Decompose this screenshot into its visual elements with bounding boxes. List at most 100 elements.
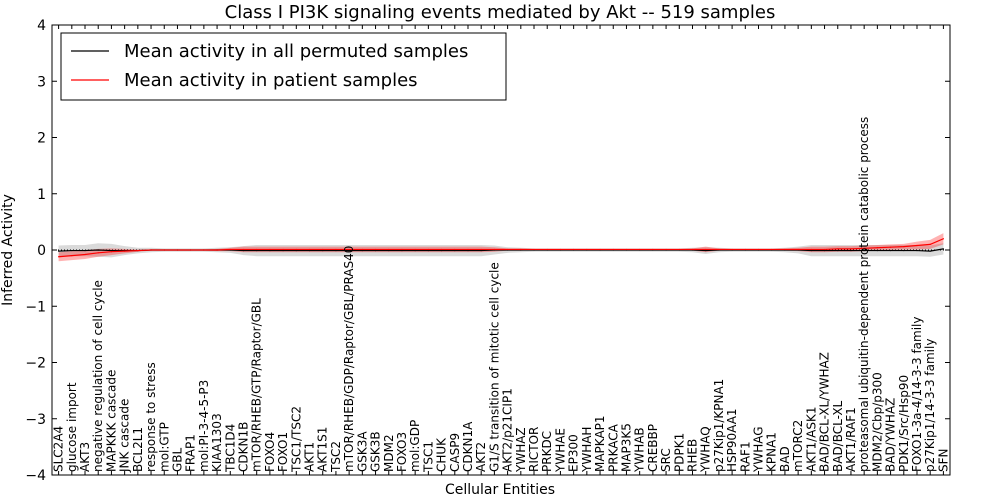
x-category-label: SFN [936, 449, 950, 473]
data-point [71, 255, 73, 257]
data-point [612, 248, 614, 251]
data-point [190, 249, 192, 251]
data-point [757, 248, 760, 251]
data-point [414, 249, 416, 252]
data-point [124, 250, 126, 252]
data-point [229, 248, 231, 251]
data-point [269, 248, 271, 251]
data-point [110, 249, 113, 252]
x-category-label: GBL [170, 447, 184, 472]
data-point [942, 248, 944, 250]
chart-title: Class I PI3K signaling events mediated b… [225, 2, 776, 23]
x-category-label: PDK1/Src/Hsp90 [897, 375, 911, 472]
x-category-label: TSC1 [421, 441, 435, 473]
x-category-label: AKT1/ASK1 [804, 407, 818, 472]
x-category-label: p27Kip1/14-3-3 family [923, 339, 937, 472]
data-point [467, 249, 469, 252]
x-category-label: G1/S transition of mitotic cell cycle [487, 262, 501, 472]
x-category-label: mol:GDP [408, 420, 422, 472]
data-point [929, 250, 931, 252]
data-point [97, 249, 99, 251]
x-category-label: GSK3A [355, 431, 369, 472]
data-point [335, 248, 337, 251]
data-point [810, 248, 812, 251]
x-category-label: TBC1D4 [223, 424, 237, 473]
data-point [269, 249, 271, 252]
x-category-label: MAPKKK cascade [104, 370, 118, 472]
x-axis-title: Cellular Entities [445, 482, 555, 498]
data-point [797, 248, 799, 251]
data-point [295, 248, 297, 251]
y-tick-label: −1 [25, 299, 46, 315]
data-point [810, 249, 812, 252]
x-category-label: AKT2/p21CIP1 [501, 388, 515, 472]
data-point [454, 248, 456, 251]
x-category-label: JNK cascade [118, 399, 132, 473]
data-point [942, 238, 944, 240]
x-category-label: MDM2 [382, 434, 396, 472]
data-point [427, 249, 429, 252]
x-category-label: KPNA1 [765, 432, 779, 472]
x-category-label: SRC [659, 448, 673, 472]
y-tick-label: −3 [25, 412, 46, 428]
data-point [784, 248, 786, 251]
data-point [850, 248, 852, 250]
data-point [480, 249, 482, 252]
x-category-label: negative regulation of cell cycle [91, 280, 105, 472]
data-point [823, 249, 826, 252]
x-category-label: CDKN1A [461, 421, 475, 472]
data-point [84, 249, 86, 252]
x-category-label: PRKACA [606, 423, 620, 472]
data-point [137, 249, 139, 252]
data-point [559, 248, 562, 251]
x-category-label: FOXO4 [263, 432, 277, 472]
x-category-label: MAP3K5 [619, 423, 633, 472]
x-category-label: YWHAB [633, 427, 647, 473]
data-point [823, 248, 826, 251]
y-tick-label: 3 [37, 74, 46, 90]
x-category-label: KIAA1303 [210, 413, 224, 472]
x-category-label: RAF1 [738, 441, 752, 472]
y-tick-label: 2 [37, 131, 46, 147]
legend-label-permuted: Mean activity in all permuted samples [124, 41, 468, 62]
x-category-label: YWHAG [752, 426, 766, 473]
data-point [929, 243, 931, 245]
data-point [744, 248, 746, 251]
data-point [203, 249, 205, 251]
y-tick-label: −2 [25, 356, 46, 372]
data-point [348, 248, 350, 251]
data-point [903, 246, 905, 248]
x-category-label: FOXO1 [276, 432, 290, 472]
data-point [625, 248, 628, 251]
data-point [467, 248, 469, 251]
data-point [163, 249, 165, 251]
x-category-label: GSK3B [369, 431, 383, 472]
legend: Mean activity in all permuted samples Me… [60, 32, 507, 101]
data-point [388, 249, 390, 252]
data-point [216, 249, 218, 251]
series-line-patient [58, 238, 944, 258]
x-category-label: SLC2A4 [52, 426, 66, 472]
data-point [903, 249, 905, 252]
category-labels: SLC2A4 glucose import AKT3 negative regulat… [52, 117, 951, 473]
data-point [718, 248, 720, 251]
x-category-label: YWHAH [580, 427, 594, 473]
y-axis: −4 −3 −2 −1 0 1 2 3 4 [25, 18, 950, 484]
data-point [440, 249, 443, 252]
x-category-label: BCL2L1 [131, 427, 145, 472]
data-point [520, 248, 522, 251]
data-point [850, 249, 852, 252]
data-point [691, 248, 694, 251]
confidence-bands [58, 233, 944, 262]
x-category-label: BAD/YWHAZ [884, 398, 898, 472]
data-point [97, 252, 99, 254]
data-point [573, 248, 575, 251]
x-category-label: CHUK [435, 437, 449, 472]
data-point [71, 249, 73, 252]
x-axis [58, 25, 944, 475]
data-point [58, 250, 60, 252]
data-point [295, 249, 297, 252]
data-point [480, 248, 482, 251]
data-point [110, 251, 113, 253]
data-point [374, 249, 377, 252]
